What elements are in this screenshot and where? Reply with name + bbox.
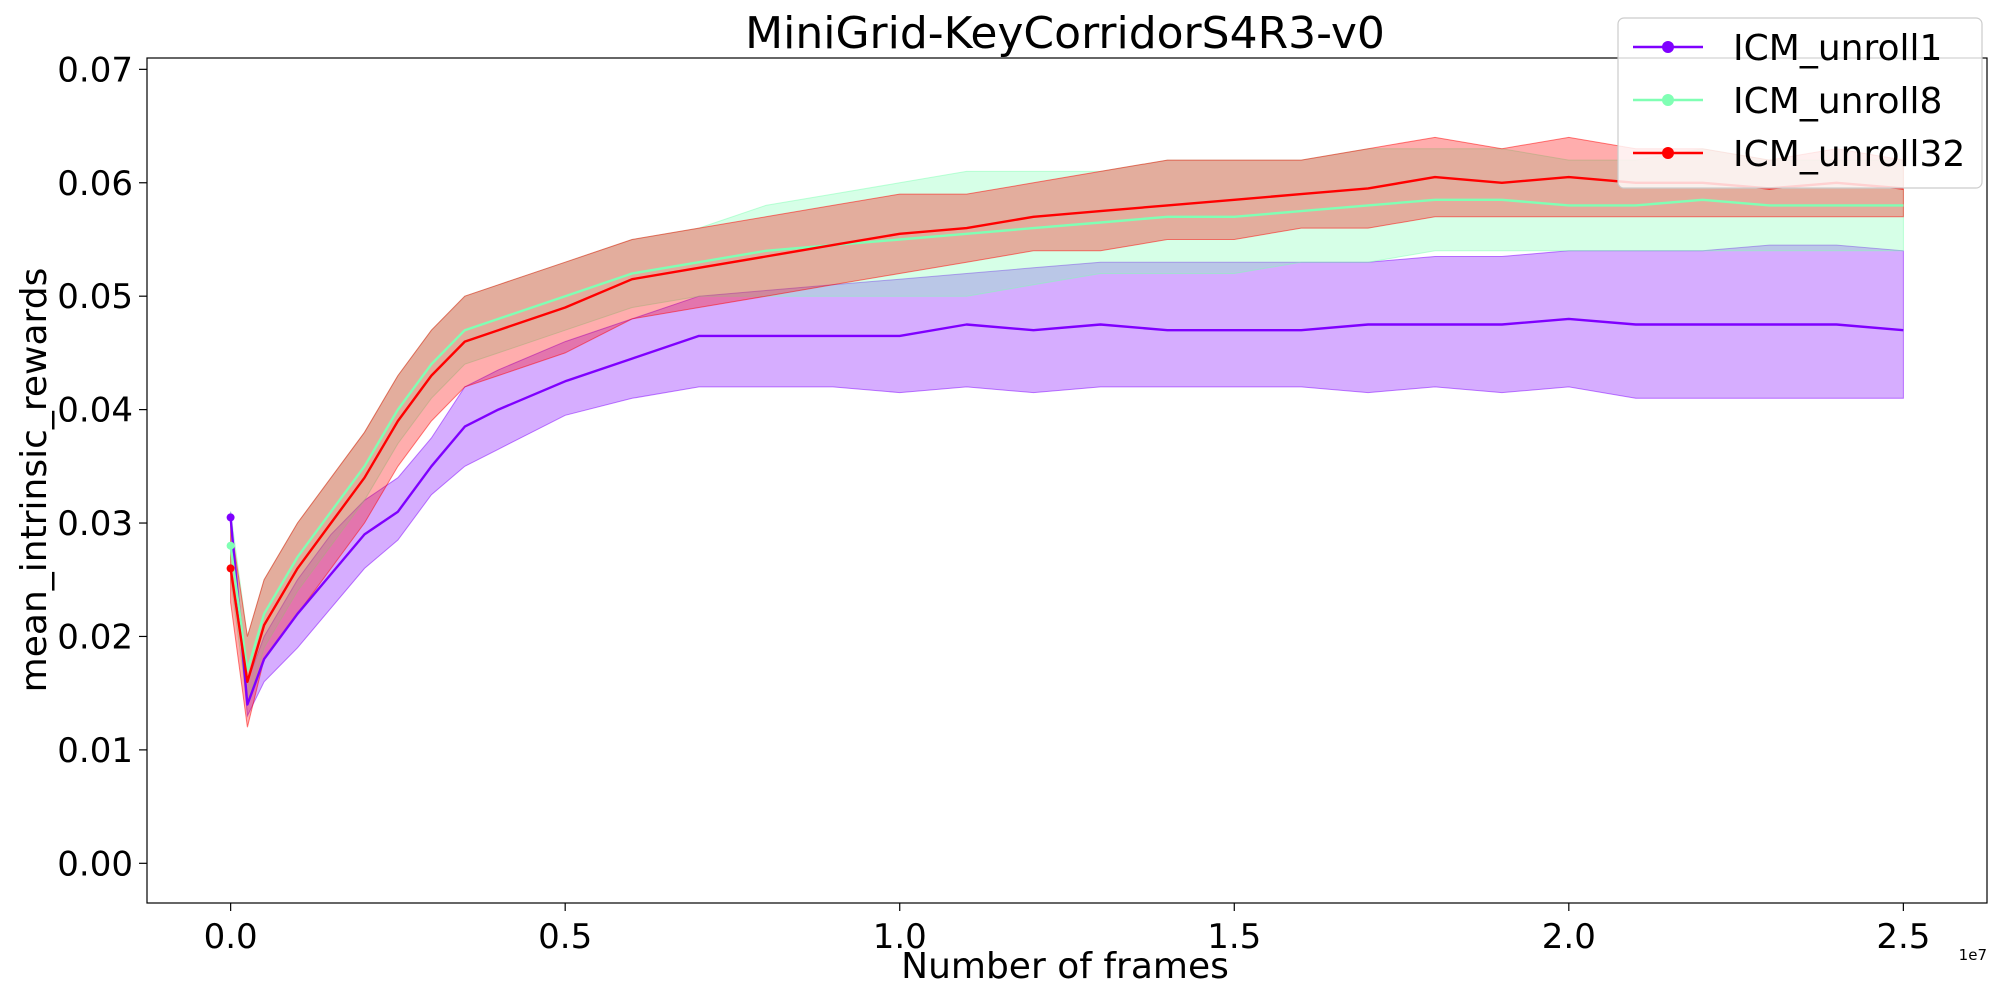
chart-title: MiniGrid-KeyCorridorS4R3-v0 [745,8,1385,59]
y-tick-label: 0.02 [57,617,133,657]
y-tick-label: 0.03 [57,504,133,544]
x-axis-ticks: 0.0 0.5 1.0 1.5 2.0 2.5 [204,903,1930,957]
plot-frame [146,57,1988,904]
y-tick-label: 0.07 [57,50,133,90]
x-tick-label: 2.5 [1876,917,1930,957]
x-axis-offset-label: 1e7 [1959,946,1987,964]
legend-marker-ICM_unroll8 [1662,94,1674,106]
y-tick-label: 0.00 [57,844,133,884]
line-ICM_unroll1 [229,317,1904,706]
y-tick-label: 0.05 [57,277,133,317]
x-axis-label: Number of frames [901,946,1229,987]
start-point-ICM_unroll1 [226,513,235,522]
y-axis-ticks: 0.00 0.01 0.02 0.03 0.04 0.05 0.06 0.07 [57,50,147,884]
band-ICM_unroll32 [230,136,1904,728]
y-tick-label: 0.06 [57,164,133,204]
x-tick-label: 0.5 [538,917,592,957]
x-tick-label: 1.5 [1207,917,1261,957]
confidence-bands [230,136,1904,728]
legend: ICM_unroll1 ICM_unroll8 ICM_unroll32 [1617,17,1983,189]
x-tick-label: 1.0 [873,917,927,957]
x-tick-label: 0.0 [204,917,258,957]
start-point-ICM_unroll8 [226,541,235,550]
line-ICM_unroll32 [229,175,1904,683]
y-axis-label: mean_intrinsic_rewards [14,268,55,693]
legend-box [1617,17,1983,189]
start-point-ICM_unroll32 [226,564,235,573]
legend-label-ICM_unroll8: ICM_unroll8 [1733,81,1942,122]
y-tick-label: 0.01 [57,731,133,771]
x-tick-label: 2.0 [1542,917,1596,957]
band-ICM_unroll1 [230,244,1904,718]
legend-marker-ICM_unroll1 [1662,41,1674,53]
y-tick-label: 0.04 [57,391,133,431]
legend-label-ICM_unroll32: ICM_unroll32 [1733,134,1965,175]
line-ICM_unroll8 [229,198,1904,672]
legend-label-ICM_unroll1: ICM_unroll1 [1733,28,1942,69]
legend-marker-ICM_unroll32 [1662,147,1674,159]
series-lines [226,175,1904,706]
